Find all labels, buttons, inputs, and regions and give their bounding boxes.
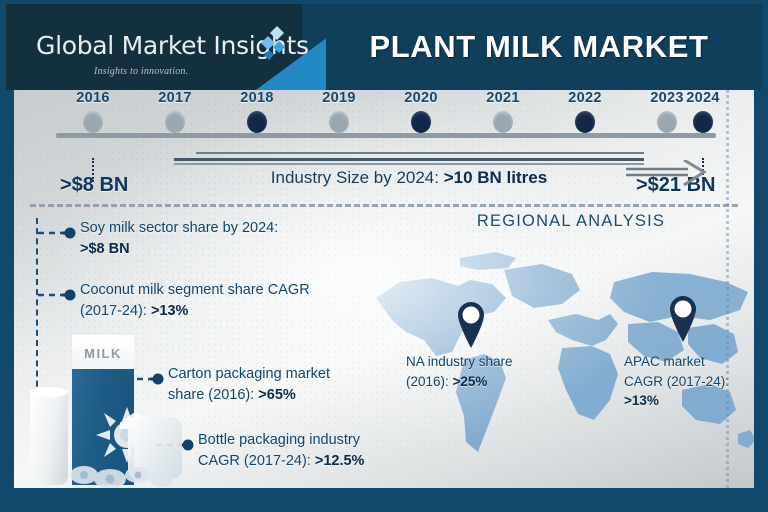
bullet-text-4: Bottle packaging industry CAGR (2017-24)…: [198, 430, 428, 471]
header-bar: Global Market Insights Insights to innov…: [6, 4, 762, 90]
timeline-year-label: 2021: [486, 90, 520, 106]
timeline-node-2017[interactable]: 2017: [138, 90, 212, 133]
timeline-node-2020[interactable]: 2020: [384, 90, 458, 133]
bullet-text-1: Soy milk sector share by 2024: >$8 BN: [80, 218, 380, 259]
timeline-year-label: 2022: [568, 90, 602, 106]
apac-line2: CAGR (2017-24):: [624, 373, 730, 389]
bullet-3-line1: Carton packaging market: [168, 366, 330, 382]
main-panel: 2016 2017 2018 2019 2020 2021: [14, 90, 754, 488]
map-label-na: NA industry share (2016): >25%: [406, 352, 576, 391]
map-label-apac: APAC market CAGR (2017-24): >13%: [624, 352, 754, 411]
timeline: 2016 2017 2018 2019 2020 2021: [14, 90, 754, 205]
timeline-node-2022[interactable]: 2022: [548, 90, 622, 133]
timeline-dot: [411, 111, 431, 133]
timeline-start-value: >$8 BN: [60, 174, 129, 196]
section-divider: [30, 204, 738, 207]
bullet-3-value: >65%: [258, 386, 296, 403]
timeline-dot: [493, 111, 513, 133]
bullet-4-value: >12.5%: [314, 452, 365, 469]
milk-glass-rim: [30, 387, 68, 397]
bullet-text-2: Coconut milk segment share CAGR (2017-24…: [80, 280, 390, 321]
timeline-year-label: 2024: [686, 90, 720, 106]
bullet-4-line2: CAGR (2017-24):: [198, 452, 315, 469]
bullet-1-line1: Soy milk sector share by 2024:: [80, 220, 279, 236]
industry-size-value: >10 BN litres: [443, 168, 548, 187]
timeline-dot: [693, 111, 713, 133]
milk-carton-top: [72, 335, 134, 369]
bullet-connector-2: [38, 289, 76, 301]
growth-arrow-icon: [626, 160, 707, 187]
milk-carton-label: MILK: [84, 346, 122, 361]
timeline-end-value: >$21 BN: [636, 174, 716, 196]
industry-size-prefix: Industry Size by 2024:: [270, 168, 444, 187]
map-pin-na-icon[interactable]: [458, 302, 484, 348]
logo-diamond-icon: [261, 26, 285, 60]
timeline-dot: [657, 111, 677, 133]
apac-value: >13%: [624, 393, 659, 409]
na-line2: (2016):: [406, 373, 453, 389]
timeline-year-label: 2016: [76, 90, 110, 106]
timeline-node-2021[interactable]: 2021: [466, 90, 540, 133]
bullet-4-line1: Bottle packaging industry: [198, 432, 361, 448]
timeline-tick-start: [92, 158, 94, 182]
industry-size-band: Industry Size by 2024: >10 BN litres: [174, 152, 644, 198]
timeline-year-label: 2020: [404, 90, 438, 106]
logo-tagline: Insights to innovation.: [94, 66, 189, 77]
band-line-bottom: [174, 163, 644, 165]
bullet-connector-1: [38, 227, 76, 239]
right-dotted-rule: [726, 90, 729, 488]
timeline-dot: [83, 111, 103, 133]
milk-glass-graphic: [30, 389, 68, 485]
timeline-node-2023[interactable]: 2023: [630, 90, 704, 133]
timeline-node-2016[interactable]: 2016: [56, 90, 130, 133]
na-line1: NA industry share: [406, 354, 513, 369]
timeline-year-label: 2023: [650, 90, 684, 106]
bullet-1-value: >$8 BN: [80, 240, 130, 257]
bullet-text-3: Carton packaging market share (2016): >6…: [168, 364, 388, 405]
timeline-node-2018[interactable]: 2018: [220, 90, 294, 133]
left-connector-spine: [36, 218, 38, 468]
bullet-3-line2: share (2016):: [168, 386, 259, 403]
milk-illustration: MILK: [20, 333, 195, 488]
bullet-2-line2: (2017-24):: [80, 302, 151, 319]
timeline-node-2024[interactable]: 2024: [666, 90, 740, 133]
industry-size-text: Industry Size by 2024: >10 BN litres: [174, 168, 644, 188]
apac-line1: APAC market: [624, 354, 705, 369]
milk-droplets-graphic: [70, 466, 173, 488]
regional-analysis-section: REGIONAL ANALYSIS NA industry share (201…: [392, 212, 750, 484]
na-value: >25%: [452, 373, 488, 389]
band-line-mid: [174, 158, 644, 161]
timeline-year-label: 2017: [158, 90, 192, 106]
band-line-top: [196, 152, 644, 154]
timeline-dot: [575, 111, 595, 133]
page-title: PLANT MILK MARKET: [369, 29, 709, 64]
regional-analysis-title: REGIONAL ANALYSIS: [476, 212, 666, 230]
timeline-year-label: 2018: [240, 90, 274, 106]
bullet-2-value: >13%: [150, 302, 189, 319]
map-pin-apac-icon[interactable]: [670, 296, 696, 342]
bullet-2-line1: Coconut milk segment share CAGR: [80, 282, 310, 298]
timeline-dot: [329, 111, 349, 133]
timeline-dot: [247, 111, 267, 133]
timeline-dot: [165, 111, 185, 133]
timeline-year-label: 2019: [322, 90, 356, 106]
timeline-node-2019[interactable]: 2019: [302, 90, 376, 133]
timeline-track: [56, 133, 716, 138]
